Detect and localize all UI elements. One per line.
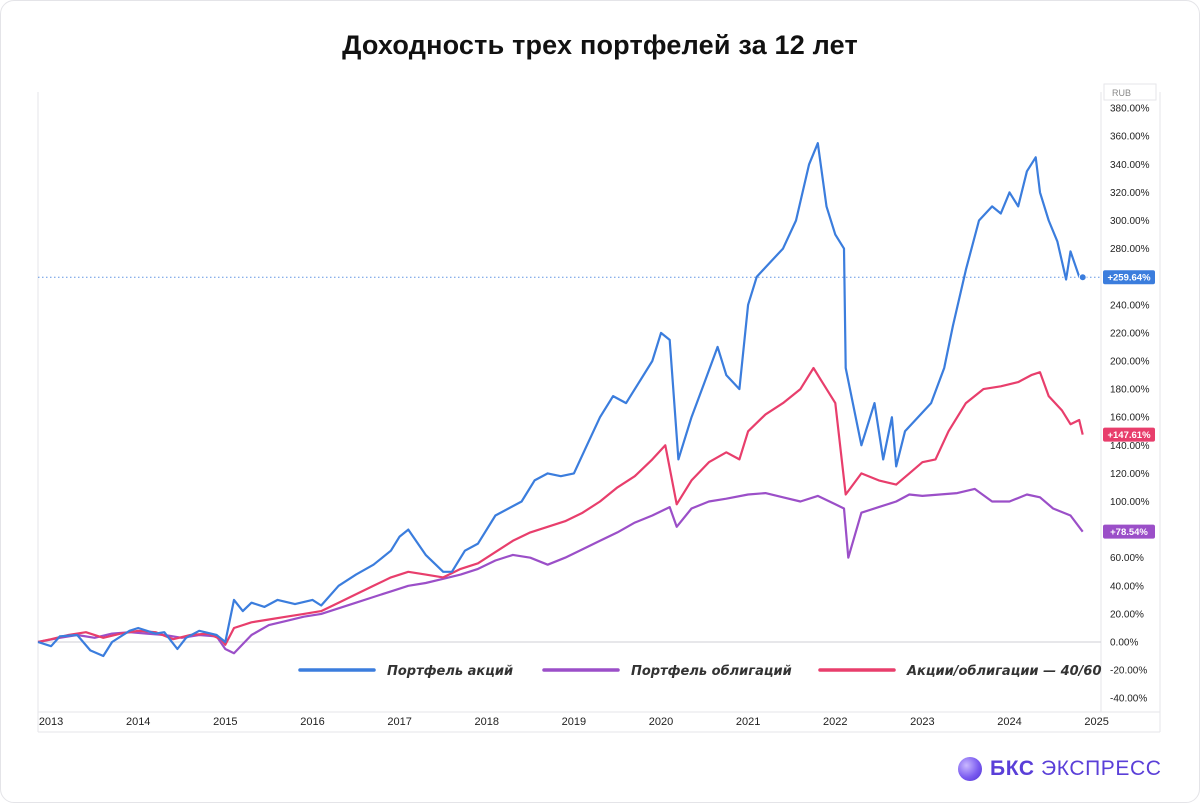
series-line bbox=[37, 142, 1083, 658]
y-axis-ticks: 380.00% 360.00% 340.00% 320.00% 300.00% 280.0… bbox=[1110, 104, 1150, 705]
y-tick-label: 200.00% bbox=[1110, 357, 1150, 368]
x-tick-label: 2019 bbox=[562, 716, 586, 728]
series-lines bbox=[37, 142, 1087, 658]
legend-label-bonds: Портфель облигаций bbox=[631, 664, 792, 679]
y-tick-label: 100.00% bbox=[1110, 497, 1150, 508]
y-tick-label: 220.00% bbox=[1110, 328, 1150, 339]
x-axis-ticks: 2013 2014 2015 2016 2017 2018 2019 2020 2021 2022… bbox=[39, 716, 1109, 728]
y-tick-label: 380.00% bbox=[1110, 104, 1150, 115]
y-tick-label: 300.00% bbox=[1110, 216, 1150, 227]
y-tick-label: 20.00% bbox=[1110, 609, 1144, 620]
series-line bbox=[37, 487, 1084, 655]
brand-circle-icon bbox=[958, 757, 982, 781]
y-tick-label: 240.00% bbox=[1110, 300, 1150, 311]
x-tick-label: 2018 bbox=[474, 716, 498, 728]
currency-label: RUB bbox=[1112, 88, 1131, 98]
y-tick-label: 320.00% bbox=[1110, 188, 1150, 199]
x-tick-label: 2021 bbox=[736, 716, 760, 728]
legend: Портфель акций Портфель облигаций Акции/… bbox=[298, 664, 1102, 679]
y-tick-label: 340.00% bbox=[1110, 160, 1150, 171]
y-tick-label: 0.00% bbox=[1110, 638, 1138, 649]
y-tick-label: 120.00% bbox=[1110, 469, 1150, 480]
x-tick-label: 2023 bbox=[910, 716, 934, 728]
end-label-text: +147.61% bbox=[1107, 430, 1151, 441]
y-tick-label: 140.00% bbox=[1110, 441, 1150, 452]
y-tick-label: 160.00% bbox=[1110, 413, 1150, 424]
series-line bbox=[37, 366, 1084, 646]
x-tick-label: 2024 bbox=[997, 716, 1021, 728]
end-label-box bbox=[1103, 524, 1155, 539]
x-tick-label: 2022 bbox=[823, 716, 847, 728]
x-tick-label: 2020 bbox=[649, 716, 673, 728]
end-label-text: +78.54% bbox=[1110, 527, 1148, 538]
end-label-box bbox=[1103, 270, 1155, 285]
legend-label-stocks: Портфель акций bbox=[387, 664, 513, 679]
x-tick-label: 2015 bbox=[213, 716, 237, 728]
x-tick-label: 2017 bbox=[387, 716, 411, 728]
y-tick-label: 360.00% bbox=[1110, 132, 1150, 143]
y-tick-label: -40.00% bbox=[1110, 694, 1147, 705]
brand-text: БКС ЭКСПРЕСС bbox=[990, 757, 1162, 781]
end-labels: +259.64% +147.61% +78.54% bbox=[1103, 270, 1155, 539]
legend-label-mix: Акции/облигации — 40/60 bbox=[906, 664, 1102, 679]
x-tick-label: 2016 bbox=[300, 716, 324, 728]
x-tick-label: 2014 bbox=[126, 716, 150, 728]
x-tick-label: 2013 bbox=[39, 716, 63, 728]
end-label-box bbox=[1103, 427, 1155, 442]
y-tick-label: -20.00% bbox=[1110, 666, 1147, 677]
last-point-marker bbox=[1078, 273, 1087, 282]
y-tick-label: 280.00% bbox=[1110, 244, 1150, 255]
chart-title: Доходность трех портфелей за 12 лет bbox=[342, 30, 858, 60]
y-tick-label: 40.00% bbox=[1110, 581, 1144, 592]
x-tick-label: 2025 bbox=[1084, 716, 1108, 728]
y-tick-label: 180.00% bbox=[1110, 385, 1150, 396]
y-tick-label: 60.00% bbox=[1110, 553, 1144, 564]
brand-text-rest: ЭКСПРЕСС bbox=[1034, 757, 1162, 780]
brand-text-bold: БКС bbox=[990, 757, 1035, 780]
brand-logo: БКС ЭКСПРЕСС bbox=[958, 755, 1162, 783]
end-label-text: +259.64% bbox=[1107, 273, 1151, 284]
currency-box bbox=[1103, 83, 1157, 101]
